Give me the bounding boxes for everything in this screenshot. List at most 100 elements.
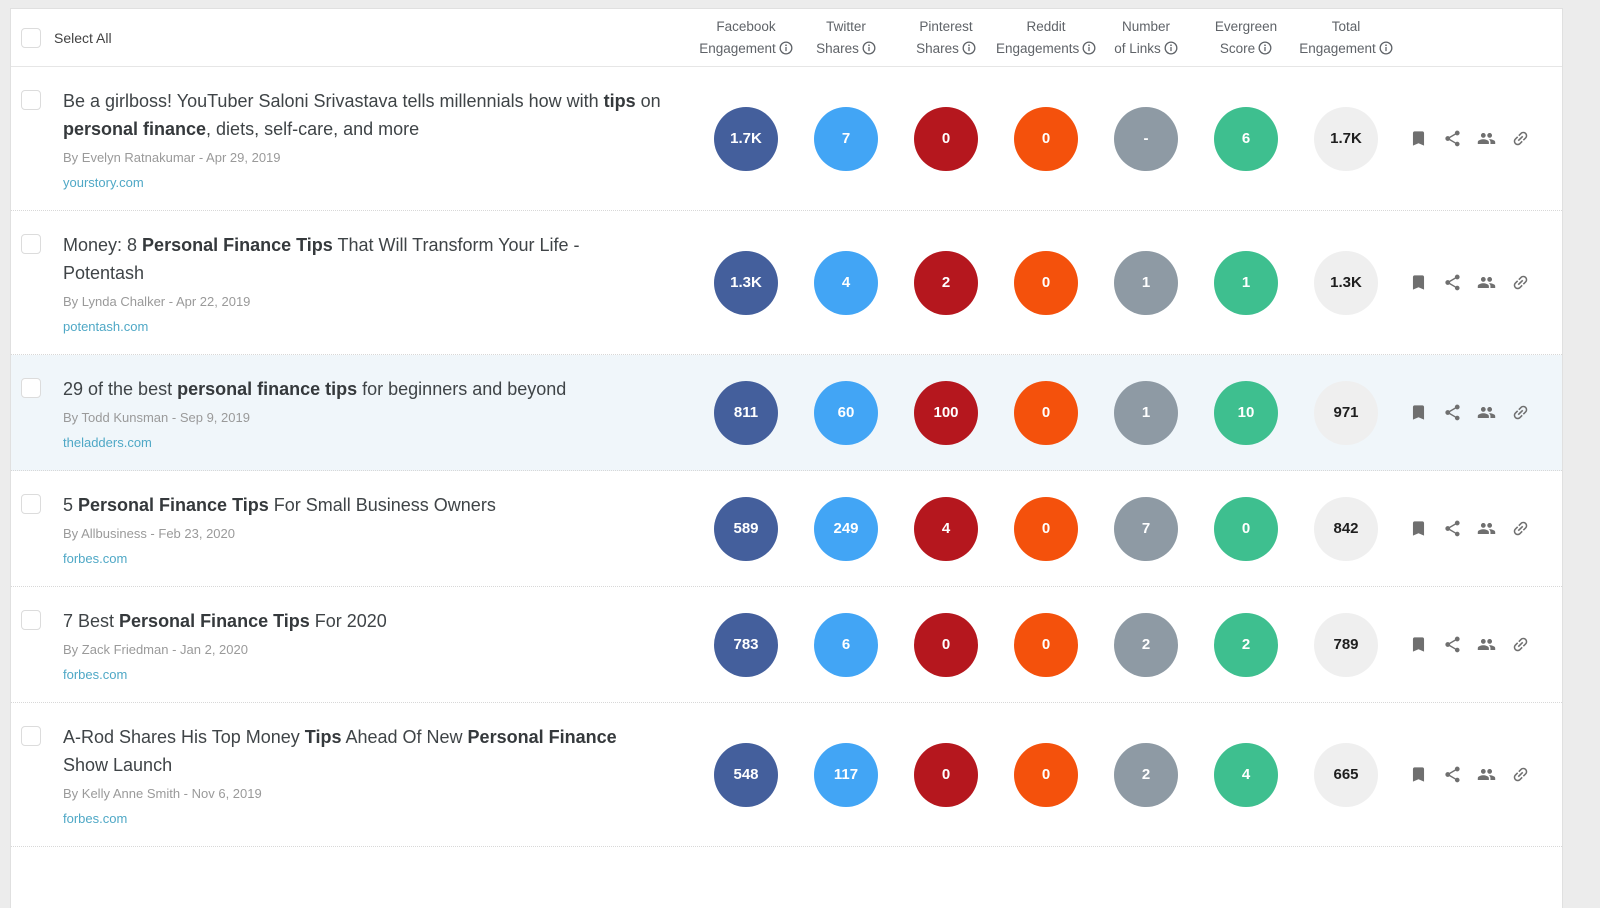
bookmark-icon[interactable] — [1409, 129, 1428, 148]
metric-circle-reddit-engagements[interactable]: 0 — [1014, 106, 1078, 171]
bookmark-icon[interactable] — [1409, 765, 1428, 784]
metric-circle-facebook-engagement[interactable]: 548 — [714, 742, 778, 807]
metric-circle-twitter-shares[interactable]: 6 — [814, 612, 878, 677]
metric-circle-twitter-shares[interactable]: 7 — [814, 106, 878, 171]
metric-circle-total-engagement[interactable]: 842 — [1314, 496, 1378, 561]
link-icon[interactable] — [1511, 273, 1530, 292]
metric-circle-twitter-shares[interactable]: 249 — [814, 496, 878, 561]
row-actions — [1396, 765, 1562, 784]
article-title[interactable]: 29 of the best personal finance tips for… — [63, 379, 567, 399]
row-checkbox[interactable] — [21, 726, 41, 746]
info-icon[interactable] — [1082, 41, 1096, 55]
metric-circle-evergreen-score[interactable]: 6 — [1214, 106, 1278, 171]
domain-link[interactable]: yourstory.com — [63, 175, 144, 190]
metric-circle-total-engagement[interactable]: 971 — [1314, 380, 1378, 445]
article-title[interactable]: A-Rod Shares His Top Money Tips Ahead Of… — [63, 727, 617, 775]
metric-circle-total-engagement[interactable]: 1.7K — [1314, 106, 1378, 171]
share-icon[interactable] — [1443, 635, 1462, 654]
metric-circle-evergreen-score[interactable]: 10 — [1214, 380, 1278, 445]
link-icon[interactable] — [1511, 403, 1530, 422]
info-icon[interactable] — [862, 41, 876, 55]
domain-link[interactable]: forbes.com — [63, 551, 128, 566]
row-actions — [1396, 519, 1562, 538]
domain-link[interactable]: forbes.com — [63, 811, 128, 826]
link-icon[interactable] — [1511, 129, 1530, 148]
info-icon[interactable] — [779, 41, 793, 55]
share-icon[interactable] — [1443, 273, 1462, 292]
metric-circle-facebook-engagement[interactable]: 811 — [714, 380, 778, 445]
metric-circle-evergreen-score[interactable]: 4 — [1214, 742, 1278, 807]
metric-circle-number-of-links[interactable]: 1 — [1114, 380, 1178, 445]
bookmark-icon[interactable] — [1409, 403, 1428, 422]
info-icon[interactable] — [962, 41, 976, 55]
domain-link[interactable]: theladders.com — [63, 435, 152, 450]
row-checkbox[interactable] — [21, 90, 41, 110]
row-checkbox[interactable] — [21, 610, 41, 630]
metric-circle-facebook-engagement[interactable]: 1.7K — [714, 106, 778, 171]
share-icon[interactable] — [1443, 403, 1462, 422]
info-icon[interactable] — [1164, 41, 1178, 55]
metric-circle-pinterest-shares[interactable]: 0 — [914, 612, 978, 677]
metric-circle-number-of-links[interactable]: 1 — [1114, 250, 1178, 315]
share-icon[interactable] — [1443, 129, 1462, 148]
metric-circle-number-of-links[interactable]: - — [1114, 106, 1178, 171]
metric-cell-evergreen-score: 4 — [1196, 742, 1296, 807]
row-checkbox[interactable] — [21, 234, 41, 254]
metric-circle-pinterest-shares[interactable]: 2 — [914, 250, 978, 315]
domain-link[interactable]: forbes.com — [63, 667, 128, 682]
metric-circle-twitter-shares[interactable]: 60 — [814, 380, 878, 445]
column-header-line1: Pinterest — [919, 18, 973, 34]
bookmark-icon[interactable] — [1409, 273, 1428, 292]
audience-icon[interactable] — [1477, 273, 1496, 292]
article-title[interactable]: Money: 8 Personal Finance Tips That Will… — [63, 235, 580, 283]
metric-circle-reddit-engagements[interactable]: 0 — [1014, 380, 1078, 445]
row-checkbox[interactable] — [21, 378, 41, 398]
audience-icon[interactable] — [1477, 129, 1496, 148]
share-icon[interactable] — [1443, 519, 1462, 538]
metric-circle-pinterest-shares[interactable]: 100 — [914, 380, 978, 445]
link-icon[interactable] — [1511, 765, 1530, 784]
audience-icon[interactable] — [1477, 635, 1496, 654]
metric-circle-facebook-engagement[interactable]: 783 — [714, 612, 778, 677]
metric-circle-number-of-links[interactable]: 2 — [1114, 612, 1178, 677]
share-icon[interactable] — [1443, 765, 1462, 784]
metric-circle-twitter-shares[interactable]: 117 — [814, 742, 878, 807]
article-title[interactable]: 5 Personal Finance Tips For Small Busine… — [63, 495, 496, 515]
metric-circle-number-of-links[interactable]: 7 — [1114, 496, 1178, 561]
column-header-line2: of Links — [1096, 38, 1196, 60]
metric-circle-reddit-engagements[interactable]: 0 — [1014, 250, 1078, 315]
metric-circle-total-engagement[interactable]: 665 — [1314, 742, 1378, 807]
info-icon[interactable] — [1258, 41, 1272, 55]
select-all-checkbox[interactable] — [21, 27, 41, 48]
audience-icon[interactable] — [1477, 519, 1496, 538]
metric-circle-reddit-engagements[interactable]: 0 — [1014, 612, 1078, 677]
row-checkbox[interactable] — [21, 494, 41, 514]
metric-cell-total-engagement: 789 — [1296, 612, 1396, 677]
metric-circle-reddit-engagements[interactable]: 0 — [1014, 496, 1078, 561]
domain-link[interactable]: potentash.com — [63, 319, 149, 334]
metric-circle-evergreen-score[interactable]: 2 — [1214, 612, 1278, 677]
metric-circle-facebook-engagement[interactable]: 589 — [714, 496, 778, 561]
metric-circle-total-engagement[interactable]: 789 — [1314, 612, 1378, 677]
metric-circle-twitter-shares[interactable]: 4 — [814, 250, 878, 315]
article-title[interactable]: 7 Best Personal Finance Tips For 2020 — [63, 611, 387, 631]
link-icon[interactable] — [1511, 635, 1530, 654]
audience-icon[interactable] — [1477, 765, 1496, 784]
metric-circle-evergreen-score[interactable]: 1 — [1214, 250, 1278, 315]
metric-circle-evergreen-score[interactable]: 0 — [1214, 496, 1278, 561]
metric-circle-pinterest-shares[interactable]: 0 — [914, 742, 978, 807]
metric-circle-reddit-engagements[interactable]: 0 — [1014, 742, 1078, 807]
metric-circle-total-engagement[interactable]: 1.3K — [1314, 250, 1378, 315]
metric-circle-number-of-links[interactable]: 2 — [1114, 742, 1178, 807]
article-title[interactable]: Be a girlboss! YouTuber Saloni Srivastav… — [63, 91, 661, 139]
link-icon[interactable] — [1511, 519, 1530, 538]
result-row: 7 Best Personal Finance Tips For 2020 By… — [11, 587, 1562, 703]
metric-circle-facebook-engagement[interactable]: 1.3K — [714, 250, 778, 315]
metric-circle-pinterest-shares[interactable]: 4 — [914, 496, 978, 561]
info-icon[interactable] — [1379, 41, 1393, 55]
audience-icon[interactable] — [1477, 403, 1496, 422]
metric-circle-pinterest-shares[interactable]: 0 — [914, 106, 978, 171]
bookmark-icon[interactable] — [1409, 635, 1428, 654]
bookmark-icon[interactable] — [1409, 519, 1428, 538]
metric-cell-evergreen-score: 2 — [1196, 612, 1296, 677]
